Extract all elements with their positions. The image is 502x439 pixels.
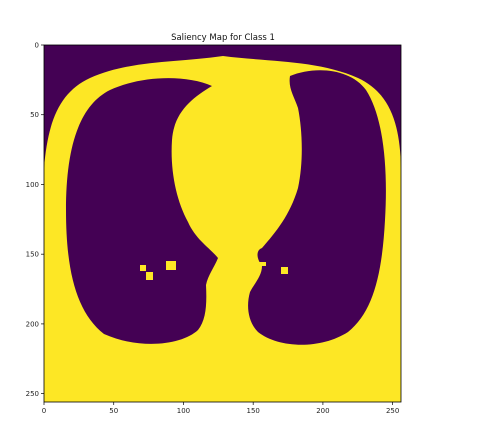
x-tick-label: 50: [109, 407, 118, 415]
y-tick-label: 150: [26, 251, 39, 259]
y-tick-label: 100: [26, 181, 39, 189]
y-axis: 0 50 100 150 200 250: [26, 42, 44, 398]
x-tick-label: 150: [246, 407, 259, 415]
spot-left-1: [140, 265, 146, 271]
hilum-bridge: [218, 262, 266, 266]
axes-frame: [43, 44, 402, 403]
y-tick-label: 0: [35, 42, 39, 50]
x-tick-label: 100: [177, 407, 190, 415]
spot-right-1: [281, 267, 288, 274]
spot-left-2: [146, 272, 153, 280]
left-lung: [66, 78, 218, 344]
y-tick-label: 50: [30, 111, 39, 119]
y-tick-label: 200: [26, 320, 39, 328]
x-tick-label: 0: [42, 407, 46, 415]
x-axis: 0 50 100 150 200 250: [42, 402, 399, 415]
right-lung: [248, 70, 386, 345]
y-tick-label: 250: [26, 390, 39, 398]
upper-notch: [150, 45, 290, 56]
chart-title: Saliency Map for Class 1: [171, 33, 275, 43]
x-tick-label: 200: [316, 407, 329, 415]
heatmap-plot: [43, 44, 402, 403]
x-tick-label: 250: [386, 407, 399, 415]
spot-left-3: [166, 261, 176, 270]
